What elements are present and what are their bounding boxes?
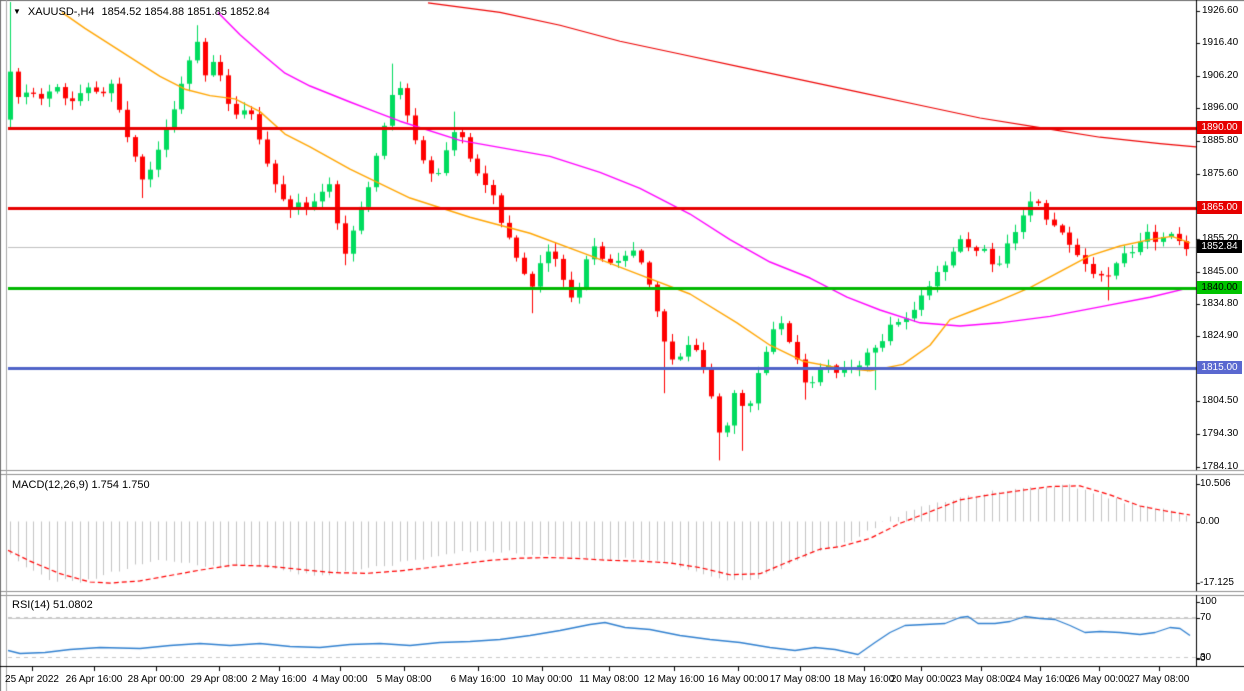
chart-canvas[interactable]: [0, 0, 1244, 691]
trading-chart-window: ▼ XAUUSD-,H4 1854.52 1854.88 1851.85 185…: [0, 0, 1244, 691]
